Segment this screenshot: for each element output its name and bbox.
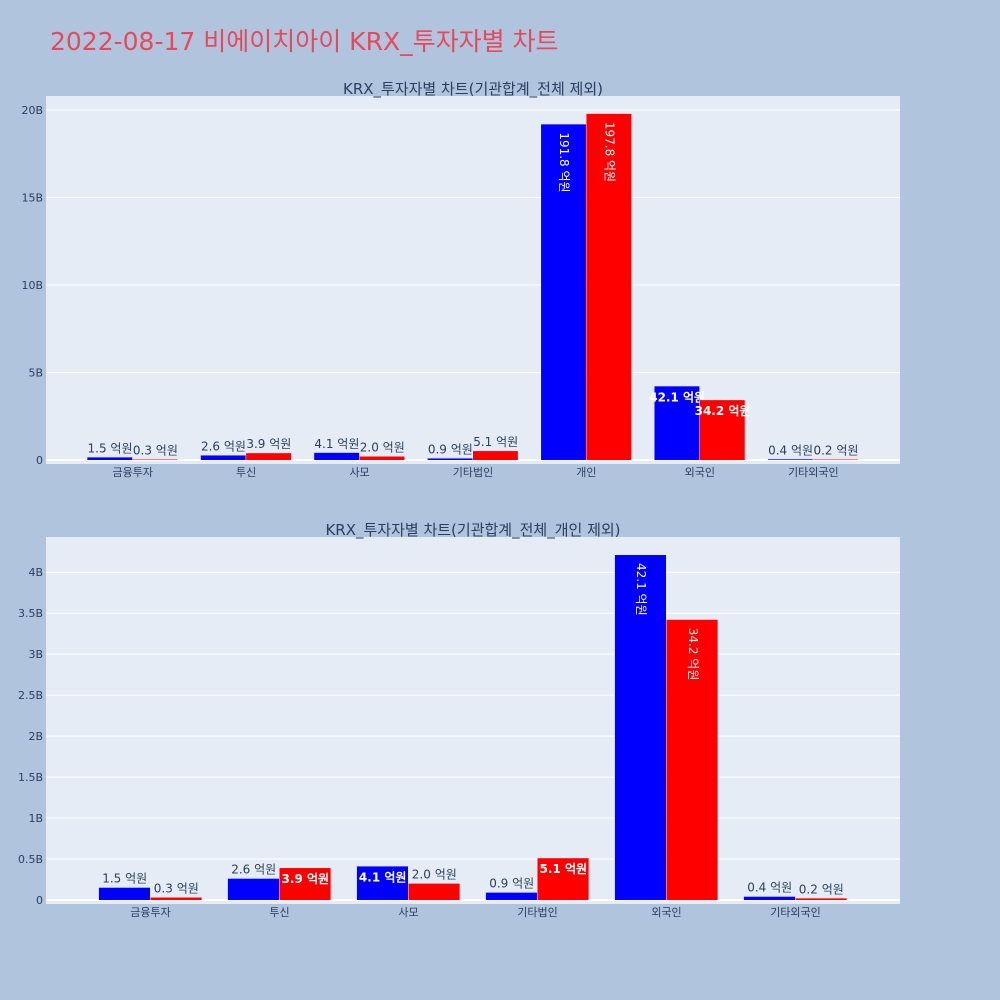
x-tick-label: 사모 xyxy=(398,906,418,919)
bar-blue xyxy=(87,457,133,460)
bar-blue xyxy=(743,896,795,900)
x-tick-label: 기타외국인 xyxy=(788,466,839,479)
data-label: 0.4 억원 xyxy=(747,881,792,895)
chart-subtitle: KRX_투자자별 차트(기관합계_전체_개인 제외) xyxy=(325,521,620,540)
bar-blue xyxy=(356,866,408,900)
bar-red xyxy=(586,113,632,460)
y-tick-label: 20B xyxy=(21,104,43,117)
data-label: 1.5 억원 xyxy=(102,872,147,886)
bar-red xyxy=(795,898,847,900)
x-tick-label: 투신 xyxy=(269,906,289,919)
bar-blue xyxy=(427,458,473,460)
data-label: 0.2 억원 xyxy=(813,444,858,458)
bar-blue xyxy=(767,459,813,460)
bar-red xyxy=(537,858,589,900)
bar-red xyxy=(699,400,745,460)
x-tick-label: 개인 xyxy=(576,466,596,479)
bar-red xyxy=(408,883,460,900)
y-tick-label: 0 xyxy=(36,454,43,467)
bar-red xyxy=(813,459,859,460)
x-tick-label: 기타법인 xyxy=(517,906,557,919)
x-tick-label: 금융투자 xyxy=(130,906,170,919)
data-label: 42.1 억원 xyxy=(649,390,705,404)
data-label: 191.8 억원 xyxy=(557,132,571,192)
data-label: 42.1 억원 xyxy=(634,563,648,616)
y-tick-label: 10B xyxy=(21,279,43,292)
bar-red xyxy=(473,451,518,460)
x-tick-label: 기타법인 xyxy=(453,466,493,479)
page-title: 2022-08-17 비에이치아이 KRX_투자자별 차트 xyxy=(50,27,559,56)
chart-panel-2: 0 0.5B 1B 1.5B 2B 2.5B 3B 3.5B 4B KRX_투자자별 차트(기관합… xyxy=(18,521,900,919)
bar-red xyxy=(666,619,718,900)
data-label: 0.3 억원 xyxy=(133,443,178,457)
bar-red xyxy=(359,456,405,460)
bar-red xyxy=(132,459,178,460)
bar-blue xyxy=(314,452,360,460)
bar-blue xyxy=(227,878,279,900)
y-tick-label: 2B xyxy=(28,730,43,743)
x-tick-label: 기타외국인 xyxy=(770,906,821,919)
data-label: 2.0 억원 xyxy=(360,441,405,455)
bar-red xyxy=(246,453,292,460)
y-tick-label: 5B xyxy=(28,367,43,380)
data-label: 34.2 억원 xyxy=(686,628,700,681)
bar-red xyxy=(279,868,331,900)
data-label: 3.9 억원 xyxy=(246,437,291,451)
bar-red xyxy=(150,897,202,900)
x-tick-label: 외국인 xyxy=(685,466,715,479)
y-tick-label: 0 xyxy=(36,894,43,907)
data-label: 197.8 억원 xyxy=(603,122,617,182)
data-label: 0.9 억원 xyxy=(428,442,473,456)
x-tick-label: 금융투자 xyxy=(112,466,152,479)
data-label: 0.4 억원 xyxy=(768,443,813,457)
plot-area xyxy=(46,96,900,464)
x-tick-label: 사모 xyxy=(349,466,369,479)
data-label: 0.9 억원 xyxy=(489,877,534,891)
data-label: 0.2 억원 xyxy=(799,882,844,896)
bar-blue xyxy=(485,892,537,900)
data-label: 34.2 억원 xyxy=(695,404,751,418)
y-tick-label: 4B xyxy=(28,566,43,579)
data-label: 5.1 억원 xyxy=(540,862,588,876)
y-tick-label: 0.5B xyxy=(18,853,43,866)
data-label: 2.6 억원 xyxy=(201,439,246,453)
data-label: 0.3 억원 xyxy=(154,882,199,896)
y-tick-label: 2.5B xyxy=(18,689,43,702)
plot-area xyxy=(46,537,900,904)
data-label: 3.9 억원 xyxy=(282,872,330,886)
data-label: 4.1 억원 xyxy=(359,870,407,884)
data-label: 1.5 억원 xyxy=(88,441,133,455)
x-tick-label: 투신 xyxy=(236,466,256,479)
y-tick-label: 1.5B xyxy=(18,771,43,784)
data-label: 2.0 억원 xyxy=(412,868,457,882)
y-tick-label: 1B xyxy=(28,812,43,825)
data-label: 5.1 억원 xyxy=(473,435,518,449)
y-tick-label: 3B xyxy=(28,648,43,661)
data-label: 4.1 억원 xyxy=(314,437,359,451)
bar-blue xyxy=(98,887,150,900)
bar-blue xyxy=(541,124,586,460)
bar-blue xyxy=(614,555,666,900)
data-label: 2.6 억원 xyxy=(231,863,276,877)
chart-subtitle: KRX_투자자별 차트(기관합계_전체 제외) xyxy=(343,80,603,99)
bar-blue xyxy=(654,386,700,460)
x-tick-label: 외국인 xyxy=(651,906,681,919)
bar-blue xyxy=(200,455,246,460)
y-tick-label: 3.5B xyxy=(18,607,43,620)
chart-panel-1: 0 5B 10B 15B 20B KRX_투자자별 차트(기관합계_전체 제외) 1.5 억… xyxy=(21,80,900,479)
y-tick-label: 15B xyxy=(21,192,43,205)
